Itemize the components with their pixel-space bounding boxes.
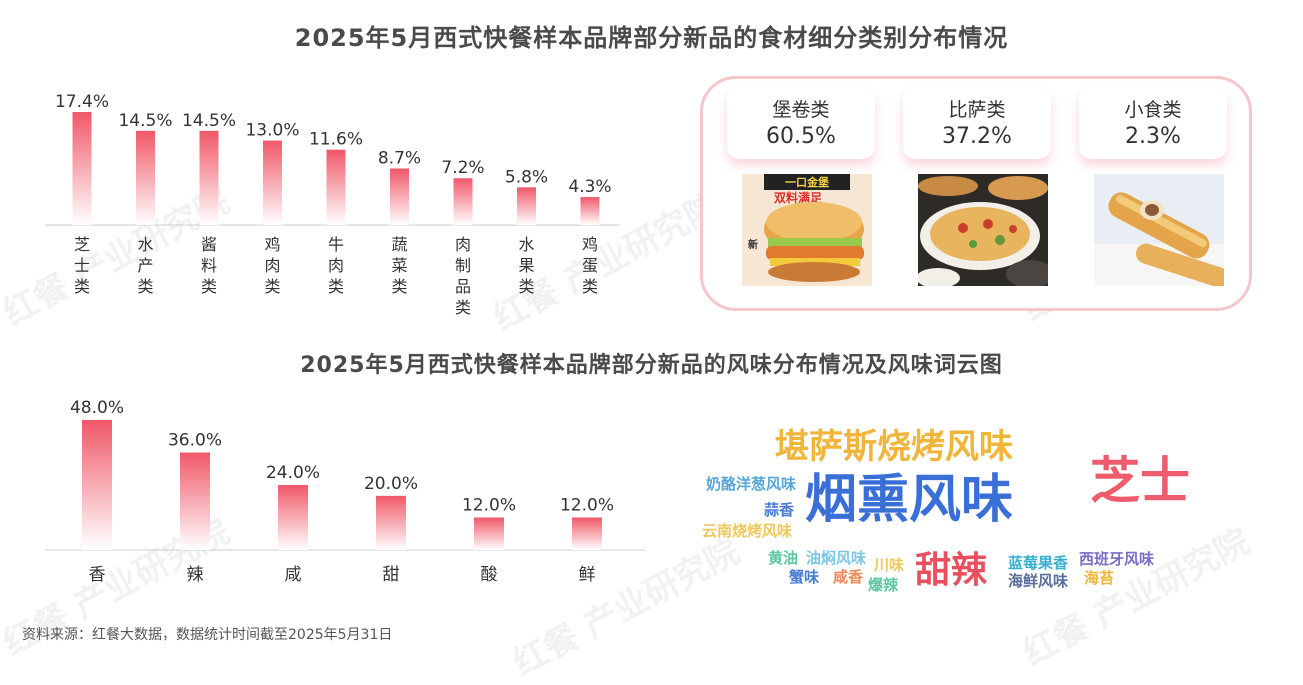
cloud-word: 爆辣: [868, 576, 899, 594]
cloud-word: 油焖风味: [806, 549, 867, 567]
bar: [326, 149, 346, 225]
pizza-photo: [918, 174, 1048, 286]
category-label: 香: [89, 565, 106, 585]
cloud-word: 川味: [874, 556, 905, 574]
category-label: 酱料类: [201, 235, 217, 296]
category-label: 鸡肉类: [264, 235, 280, 296]
data-label: 17.4%: [55, 92, 109, 112]
category-pct: 2.3%: [1125, 124, 1181, 149]
flavor-word-cloud: 烟熏风味 芝士 堪萨斯烧烤风味甜辣 奶酪洋葱风味蒜香云南烧烤风味黄油 油焖风味 川味蟹味咸…: [702, 427, 1190, 594]
burger-banner: 一口金堡: [785, 175, 829, 189]
top-chart-title: 2025年5月西式快餐样本品牌部分新品的食材细分类别分布情况: [294, 24, 1009, 52]
data-label: 11.6%: [309, 130, 363, 150]
bottom-chart-title: 2025年5月西式快餐样本品牌部分新品的风味分布情况及风味词云图: [300, 353, 1003, 378]
ingredient-bar-chart: 17.4% 芝士类 14.5% 水产类 14.5% 酱料类 13.0% 鸡肉类 11.6% 牛肉类…: [45, 92, 620, 317]
data-label: 24.0%: [266, 463, 320, 483]
bar: [390, 168, 409, 225]
bar: [580, 197, 600, 225]
bar: [199, 130, 219, 225]
data-label: 12.0%: [560, 496, 614, 516]
cloud-word: 海苔: [1084, 569, 1115, 587]
burger-badge: 新: [748, 238, 758, 251]
bar: [82, 420, 112, 550]
category-pct: 37.2%: [942, 124, 1012, 149]
category-card-snack: 小食类 2.3%: [1079, 87, 1227, 159]
cloud-word: 蒜香: [764, 501, 795, 519]
category-label: 酸: [481, 565, 498, 585]
bar: [453, 178, 473, 225]
category-label: 芝士类: [74, 235, 90, 296]
category-label: 蔬菜类: [391, 235, 407, 296]
category-card-burger: 堡卷类 60.5%: [727, 87, 875, 159]
category-label: 辣: [187, 565, 204, 585]
cloud-word: 芝士: [1090, 452, 1190, 510]
bar: [376, 495, 406, 550]
cloud-word: 蟹味: [789, 568, 820, 586]
data-label: 8.7%: [378, 149, 421, 169]
cloud-word: 蓝莓果香: [1008, 554, 1069, 572]
source-note: 资料来源：红餐大数据，数据统计时间截至2025年5月31日: [22, 627, 393, 643]
category-pct: 60.5%: [766, 124, 836, 149]
category-panel: 堡卷类 60.5% 比萨类 37.2% 小食类 2.3% 一口金堡 双料满足 新: [700, 76, 1252, 311]
cloud-word: 西班牙风味: [1079, 550, 1155, 568]
bar: [136, 130, 155, 225]
burger-photo: 一口金堡 双料满足 新: [742, 174, 872, 286]
category-card-pizza: 比萨类 37.2%: [903, 87, 1051, 159]
bar: [72, 112, 92, 225]
data-label: 20.0%: [364, 474, 418, 494]
cloud-word: 咸香: [833, 568, 864, 586]
cloud-word: 黄油: [768, 549, 799, 567]
category-label: 鲜: [579, 565, 596, 585]
bar: [263, 140, 282, 225]
category-name: 比萨类: [948, 99, 1006, 121]
cloud-word: 奶酪洋葱风味: [706, 475, 797, 493]
data-label: 5.8%: [505, 167, 548, 187]
bar: [180, 452, 210, 550]
category-label: 牛肉类: [328, 235, 344, 296]
category-name: 堡卷类: [772, 99, 830, 121]
data-label: 12.0%: [462, 496, 516, 516]
category-label: 鸡蛋类: [582, 235, 598, 296]
flavor-bar-chart: 48.0% 香 36.0% 辣 24.0% 咸 20.0% 甜 12.0% 酸 12.0% 鲜: [45, 398, 645, 585]
category-label: 水果类: [518, 235, 534, 296]
data-label: 4.3%: [568, 177, 611, 197]
category-label: 肉制品类: [455, 235, 471, 317]
data-label: 7.2%: [441, 158, 484, 178]
snack-roll-photo: [1094, 174, 1224, 286]
data-label: 14.5%: [182, 111, 236, 131]
category-label: 水产类: [137, 235, 153, 296]
burger-subtitle: 双料满足: [774, 190, 822, 205]
data-label: 48.0%: [70, 398, 124, 418]
category-name: 小食类: [1124, 99, 1182, 121]
cloud-word: 云南烧烤风味: [702, 522, 793, 540]
data-label: 14.5%: [118, 111, 172, 131]
cloud-word: 堪萨斯烧烤风味: [775, 427, 1013, 467]
category-label: 咸: [285, 565, 302, 585]
bar: [474, 517, 504, 550]
cloud-word: 海鲜风味: [1008, 572, 1069, 590]
category-label: 甜: [383, 565, 400, 585]
data-label: 36.0%: [168, 431, 222, 451]
cloud-word: 烟熏风味: [805, 470, 1014, 530]
cloud-word: 甜辣: [915, 550, 988, 591]
bar: [517, 187, 536, 225]
data-label: 13.0%: [245, 121, 299, 141]
bar: [278, 485, 308, 550]
bar: [572, 517, 602, 550]
